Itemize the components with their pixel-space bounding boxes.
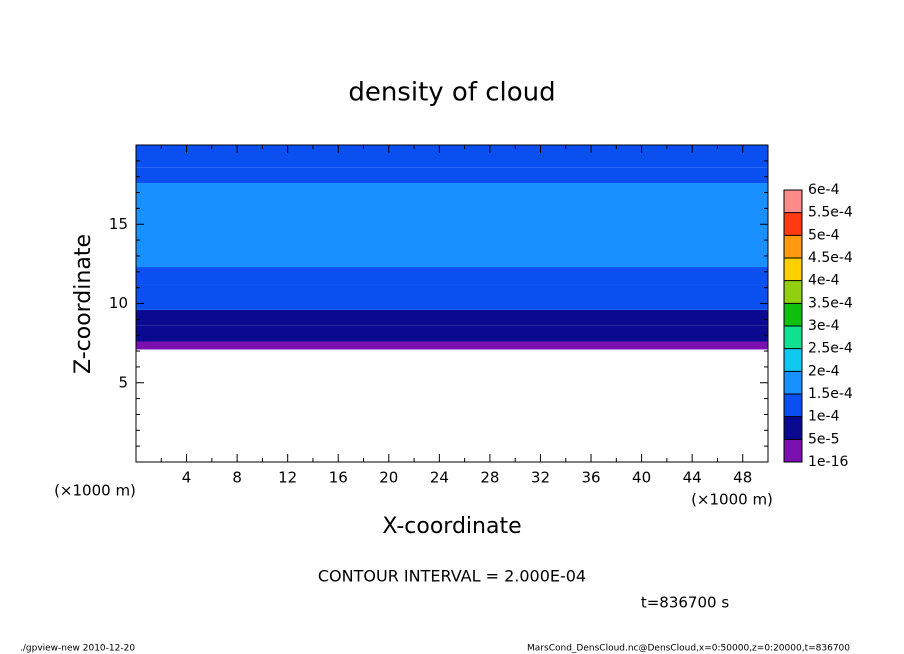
x-tick-label: 44 (683, 469, 702, 487)
colorbar-label: 1e-4 (808, 409, 840, 425)
x-tick-label: 20 (379, 469, 398, 487)
contour-band (136, 309, 768, 326)
contour-band (136, 325, 768, 342)
colorbar-swatch (784, 258, 802, 281)
colorbar-label: 3e-4 (808, 318, 840, 334)
colorbar-swatch (784, 416, 802, 440)
x-tick-label: 4 (182, 469, 192, 487)
contour-interval: CONTOUR INTERVAL = 2.000E-04 (318, 567, 586, 586)
colorbar-swatch (784, 212, 802, 236)
footer: MarsCond_DensCloud.nc@DensCloud,x=0:5000… (527, 644, 850, 654)
colorbar-label: 2.5e-4 (808, 341, 853, 357)
x-unit-label: (×1000 m) (54, 482, 136, 500)
colorbar-swatch (784, 348, 802, 372)
time-label: t=836700 s (641, 594, 729, 612)
footer: ./gpview-new 2010-12-20 (20, 644, 135, 654)
colorbar-label: 5e-5 (808, 431, 839, 447)
colorbar-swatch (784, 394, 802, 417)
x-axis-label: X-coordinate (382, 514, 521, 539)
colorbar-label: 1.5e-4 (808, 386, 853, 402)
contour-band (136, 167, 768, 184)
colorbar-label: 4e-4 (808, 273, 840, 289)
colorbar-label: 4.5e-4 (808, 250, 853, 266)
y-axis-label: Z-coordinate (71, 234, 96, 374)
contour-band (136, 284, 768, 310)
x-tick-label: 24 (430, 469, 449, 487)
x-tick-label: 32 (531, 469, 550, 487)
x-tick-label: 36 (581, 469, 600, 487)
contour-band (136, 341, 768, 350)
x-tick-label: 16 (329, 469, 348, 487)
colorbar-swatch (784, 303, 802, 326)
x-tick-label: 48 (733, 469, 752, 487)
x-tick-label: 8 (232, 469, 242, 487)
colorbar-label: 1e-16 (808, 454, 848, 470)
colorbar-swatch (784, 235, 802, 258)
colorbar-swatch (784, 190, 802, 213)
x-tick-label: 12 (278, 469, 297, 487)
colorbar-swatch (784, 280, 802, 304)
colorbar-swatch (784, 439, 802, 462)
colorbar-swatch (784, 326, 802, 349)
y-tick-label: 15 (109, 215, 128, 233)
chart-title: density of cloud (348, 78, 555, 108)
x-tick-label: 28 (480, 469, 499, 487)
colorbar-label: 2e-4 (808, 363, 840, 379)
x-tick-label: 40 (632, 469, 651, 487)
colorbar-label: 3.5e-4 (808, 295, 853, 311)
y-tick-label: 5 (118, 373, 128, 391)
colorbar-label: 5.5e-4 (808, 205, 853, 221)
colorbar-label: 5e-4 (808, 227, 840, 243)
colorbar-swatch (784, 371, 802, 394)
contour-band (136, 145, 768, 168)
colorbar-label: 6e-4 (808, 182, 840, 198)
x-unit-label: (×1000 m) (691, 491, 773, 509)
contour-band (136, 183, 768, 268)
contour-band (136, 267, 768, 285)
y-tick-label: 10 (109, 294, 128, 312)
